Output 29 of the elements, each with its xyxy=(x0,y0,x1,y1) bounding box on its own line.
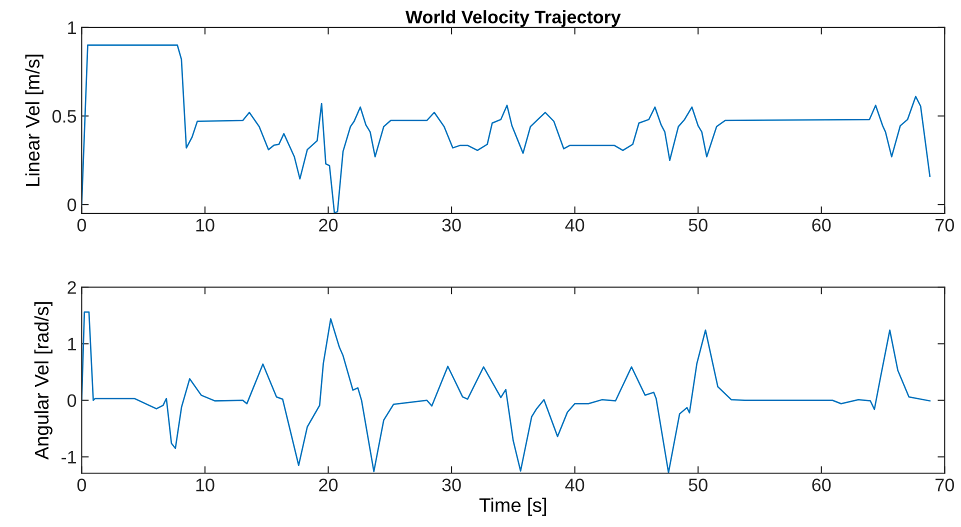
x-tick-label: 60 xyxy=(812,478,831,492)
y-tick-label: 1 xyxy=(68,338,76,350)
x-tick-label: 40 xyxy=(565,478,584,492)
x-tick-label: 70 xyxy=(936,478,954,492)
y-tick-label: 0 xyxy=(67,198,76,212)
x-tick-label: 0 xyxy=(77,218,86,232)
y-tick-label: 0 xyxy=(67,394,76,408)
x-tick-label: 0 xyxy=(77,478,86,492)
y-tick-label: 2 xyxy=(68,281,76,294)
x-tick-label: 30 xyxy=(442,218,461,232)
x-tick-label: 20 xyxy=(319,478,338,492)
y-tick-label: 0.5 xyxy=(52,110,76,123)
x-tick-label: 20 xyxy=(319,218,338,232)
x-tick-label: 60 xyxy=(812,218,831,232)
y-axis-title: Linear Vel [m/s] xyxy=(25,54,44,186)
line-series xyxy=(82,44,931,214)
x-tick-label: 50 xyxy=(688,218,708,232)
x-tick-label: 10 xyxy=(196,478,214,492)
x-tick-label: 70 xyxy=(936,218,954,232)
y-tick-label: -1 xyxy=(62,450,76,464)
x-tick-label: 10 xyxy=(196,218,214,232)
x-tick-label: 40 xyxy=(565,218,584,232)
y-tick-label: 1 xyxy=(68,22,76,34)
x-tick-label: 50 xyxy=(688,478,708,492)
x-tick-label: 30 xyxy=(442,478,461,492)
chart-title: World Velocity Trajectory xyxy=(405,10,621,27)
line-series xyxy=(82,311,931,474)
y-axis-title: Angular Vel [rad/s] xyxy=(34,302,52,460)
x-axis-title: Time [s] xyxy=(479,498,546,516)
